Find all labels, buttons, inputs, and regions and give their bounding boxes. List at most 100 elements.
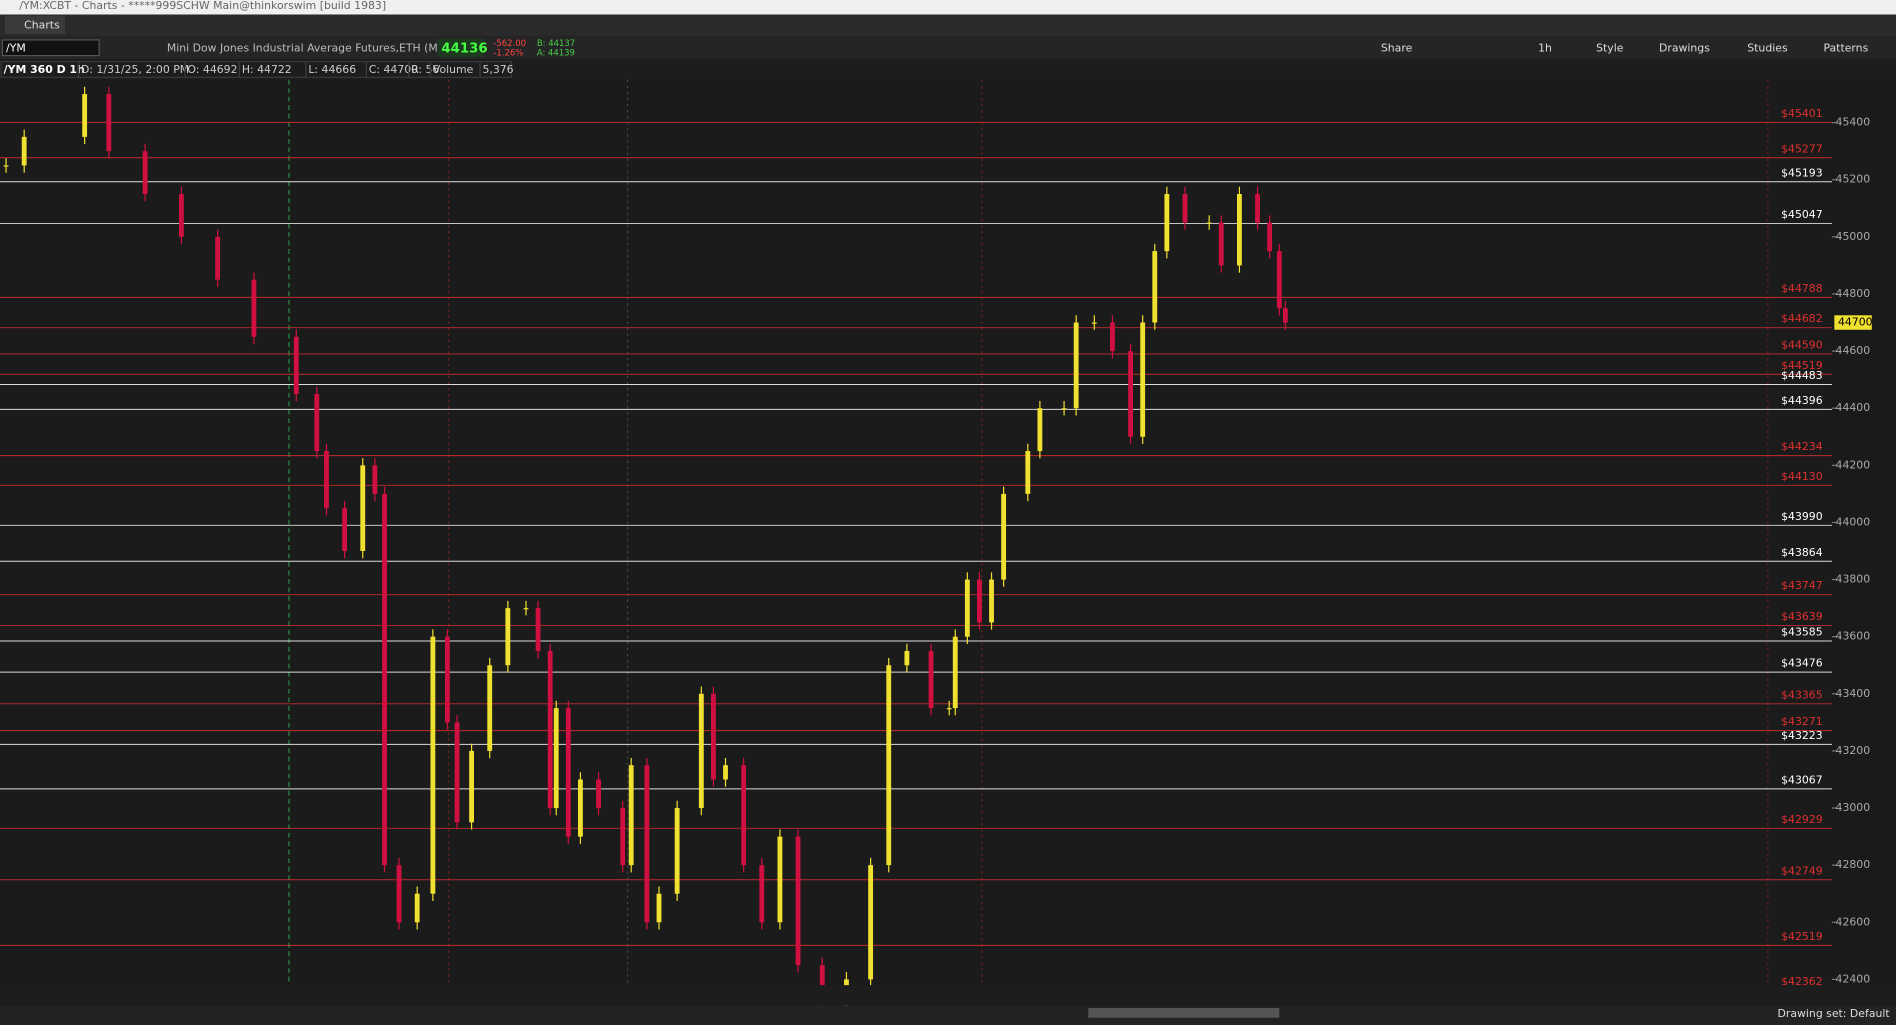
- candle: [360, 465, 366, 552]
- candle: [1276, 251, 1282, 309]
- price-level-label: $43223: [1781, 729, 1823, 742]
- y-tick-label: 45200: [1836, 173, 1871, 186]
- candle: [396, 865, 402, 923]
- candle: [1206, 222, 1212, 224]
- candle: [868, 865, 874, 980]
- candle: [324, 451, 329, 509]
- y-tick-label: 43800: [1836, 573, 1871, 586]
- price-level-label: $44483: [1781, 369, 1823, 382]
- change-pct: -1.26%: [493, 48, 523, 58]
- tab[interactable]: [4, 15, 66, 34]
- info-field: 5,376: [482, 63, 513, 76]
- candle: [1182, 194, 1188, 223]
- candle: [430, 636, 436, 894]
- info-field: Volume: [433, 63, 474, 76]
- candle: [444, 636, 450, 723]
- candle: [469, 750, 474, 823]
- price-level-label: $43747: [1781, 579, 1823, 592]
- candle: [723, 765, 728, 780]
- candle: [904, 650, 910, 666]
- candle: [1140, 322, 1146, 437]
- price-level-label: $44130: [1781, 470, 1823, 483]
- candle: [523, 608, 529, 610]
- price-level-label: $43271: [1781, 715, 1823, 728]
- candle: [414, 893, 420, 923]
- candle: [1128, 351, 1134, 437]
- bid: B: 44137: [537, 38, 575, 48]
- candle: [964, 579, 970, 637]
- price-level-label: $43067: [1781, 773, 1823, 786]
- info-field: H: 44722: [242, 63, 292, 76]
- candle: [1152, 251, 1158, 323]
- candle: [21, 136, 27, 166]
- candle: [1091, 322, 1097, 324]
- change: -562.00: [493, 38, 526, 48]
- scroll-thumb[interactable]: [1088, 1008, 1280, 1018]
- y-tick-label: 42400: [1836, 972, 1871, 985]
- candle: [977, 579, 982, 623]
- candle: [1110, 322, 1115, 352]
- candle: [1236, 194, 1242, 266]
- candle: [644, 765, 650, 923]
- candle: [628, 765, 634, 866]
- candle: [535, 608, 541, 651]
- description: Mini Dow Jones Industrial Average Future…: [167, 41, 474, 54]
- y-tick-label: 43000: [1836, 801, 1871, 814]
- symbol[interactable]: /YM: [6, 41, 26, 54]
- info-field: L: 44666: [308, 63, 356, 76]
- toolbar-button[interactable]: Share: [1381, 41, 1413, 54]
- y-tick-label: 44000: [1836, 515, 1871, 528]
- price-level-label: $45277: [1781, 142, 1823, 155]
- toolbar-button[interactable]: Style: [1596, 41, 1624, 54]
- y-tick-label: 43400: [1836, 687, 1871, 700]
- y-tick-label: 43200: [1836, 744, 1871, 757]
- candle: [553, 708, 559, 809]
- current-price-tag: [1834, 315, 1872, 330]
- price-level-label: $45193: [1781, 166, 1823, 179]
- candle: [777, 836, 783, 923]
- candle: [106, 94, 112, 152]
- info-field: D: 1/31/25, 2:00 PM: [81, 63, 189, 76]
- price-level-label: $42749: [1781, 864, 1823, 877]
- candle: [698, 693, 704, 809]
- candle: [1061, 408, 1067, 410]
- candle: [142, 151, 148, 195]
- tab-label[interactable]: Charts: [24, 18, 60, 31]
- y-tick-label: 45400: [1836, 116, 1871, 129]
- candle: [620, 808, 626, 866]
- y-tick-label: 42800: [1836, 858, 1871, 871]
- last-price: 44136: [441, 41, 487, 56]
- candle: [656, 893, 662, 923]
- candle: [1037, 408, 1043, 452]
- y-tick-label: 44200: [1836, 458, 1871, 471]
- price-level-label: $44788: [1781, 282, 1823, 295]
- price-level-label: $43639: [1781, 610, 1823, 623]
- price-level-label: $44682: [1781, 312, 1823, 325]
- y-tick-label: 45000: [1836, 230, 1871, 243]
- candle: [928, 650, 934, 709]
- tab-bar: [0, 14, 1896, 37]
- price-level-label: $42362: [1781, 975, 1823, 988]
- title-bar: [0, 0, 1896, 15]
- candle: [1267, 222, 1273, 252]
- candle: [1164, 194, 1170, 252]
- candle: [596, 779, 601, 809]
- candle: [178, 194, 184, 237]
- toolbar-button[interactable]: Drawings: [1659, 41, 1710, 54]
- candle: [1001, 493, 1007, 580]
- candle: [1282, 308, 1288, 323]
- plot-area: [0, 79, 1832, 986]
- info-field: /YM 360 D 1h: [4, 63, 85, 76]
- last-box: [437, 38, 484, 57]
- candle: [293, 336, 299, 394]
- candle: [577, 779, 583, 837]
- symbol-box[interactable]: [1, 39, 100, 57]
- info-field: O: 44692: [187, 63, 237, 76]
- candle: [886, 665, 892, 866]
- toolbar-button[interactable]: Studies: [1747, 41, 1788, 54]
- candle: [1073, 322, 1079, 409]
- candle: [946, 708, 952, 710]
- toolbar-button[interactable]: 1h: [1538, 41, 1552, 54]
- status: Drawing set: Default: [1778, 1007, 1890, 1020]
- toolbar-button[interactable]: Patterns: [1823, 41, 1868, 54]
